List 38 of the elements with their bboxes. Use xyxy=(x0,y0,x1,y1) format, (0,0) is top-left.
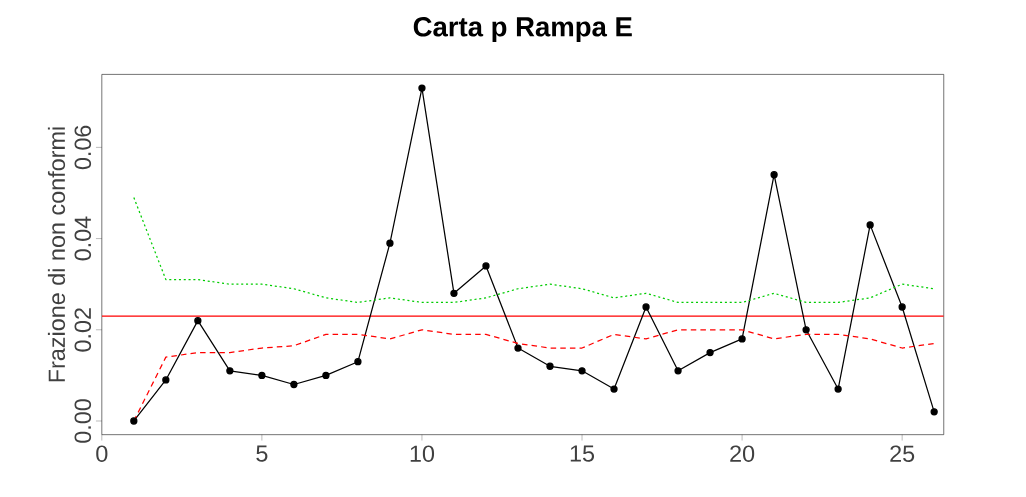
point xyxy=(354,357,362,366)
x-tick-label: 25 xyxy=(890,445,915,462)
point xyxy=(834,385,842,393)
x-tick-label: 0 xyxy=(96,445,108,462)
point xyxy=(226,367,234,375)
point xyxy=(258,371,266,379)
chart-title: Carta p Rampa E xyxy=(413,16,632,42)
point xyxy=(418,84,426,92)
point xyxy=(578,367,586,375)
point xyxy=(290,380,298,388)
point xyxy=(610,385,618,393)
x-tick-label: 20 xyxy=(730,445,755,462)
point xyxy=(514,344,522,352)
point xyxy=(898,303,906,311)
point xyxy=(130,417,138,425)
point xyxy=(802,325,810,334)
point xyxy=(162,376,170,384)
point xyxy=(738,335,746,343)
point xyxy=(546,362,554,370)
y-tick-label: 0.04 xyxy=(74,216,92,261)
y-tick-label: 0.06 xyxy=(74,125,92,170)
x-tick-label: 5 xyxy=(256,445,268,462)
x-tick-label: 15 xyxy=(570,445,595,462)
point xyxy=(642,303,650,311)
point xyxy=(194,316,202,325)
point xyxy=(674,367,682,375)
point xyxy=(770,170,778,179)
y-axis-title: Frazione di non conformi xyxy=(47,127,66,382)
point xyxy=(930,408,938,416)
point xyxy=(482,262,490,270)
point xyxy=(386,239,394,247)
point xyxy=(706,348,714,357)
x-tick-label: 10 xyxy=(410,445,435,462)
y-tick-label: 0.00 xyxy=(74,398,92,443)
point xyxy=(866,221,874,229)
point xyxy=(450,289,458,297)
y-tick-label: 0.02 xyxy=(74,308,92,352)
point xyxy=(322,371,330,379)
